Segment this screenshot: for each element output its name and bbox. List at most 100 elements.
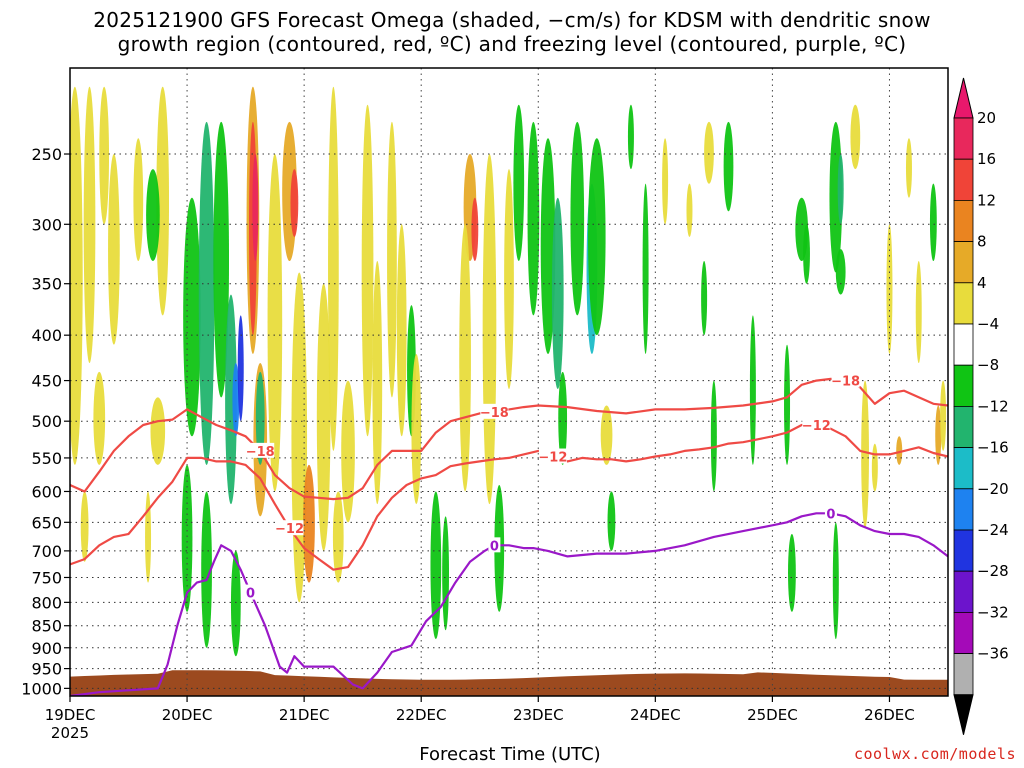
colorbar-label: −12 <box>977 397 1009 415</box>
omega-shade-cell <box>835 249 846 295</box>
x-tick-label: 22DEC <box>396 706 447 724</box>
colorbar-swatch <box>953 529 974 572</box>
colorbar-swatch <box>953 199 974 242</box>
y-tick-label: 300 <box>31 215 62 234</box>
omega-shade-cell <box>558 371 568 465</box>
contour-label: −18 <box>246 445 275 460</box>
colorbar-label: 8 <box>977 233 987 251</box>
colorbar-top-arrow <box>953 77 974 119</box>
omega-shade-cell <box>607 491 616 551</box>
x-tick-label: 21DEC <box>279 706 330 724</box>
colorbar-swatch <box>953 117 974 160</box>
contour-line <box>70 512 948 696</box>
x-tick-label: 23DEC <box>513 706 564 724</box>
colorbar-swatch <box>953 488 974 531</box>
x-tick-label: 26DEC <box>864 706 915 724</box>
colorbar-label: −16 <box>977 439 1009 457</box>
y-axis: 250 300 350 400 450 500 550 600 650 700 750 800 850 9… <box>21 145 70 698</box>
omega-shade-cell <box>588 138 606 336</box>
y-tick-label: 500 <box>31 412 62 431</box>
omega-shade-cell <box>198 121 215 465</box>
omega-shade-cell <box>70 86 83 465</box>
omega-shade-cell <box>570 121 585 316</box>
omega-shade-cell <box>183 197 201 437</box>
omega-shade-cell <box>915 261 922 364</box>
colorbar-label: 20 <box>977 109 996 127</box>
colorbar-swatch <box>953 612 974 655</box>
contour-label-bg <box>246 442 275 458</box>
omega-shade-cell <box>146 169 160 262</box>
omega-shade-cell <box>642 183 649 354</box>
omega-shade-cell <box>328 86 339 451</box>
x-tick-label: 25DEC <box>747 706 798 724</box>
omega-shade-cell <box>832 522 839 640</box>
omega-shade-cell <box>133 138 144 262</box>
y-tick-label: 550 <box>31 449 62 468</box>
omega-shade-cell <box>905 138 912 198</box>
omega-shade-cell <box>701 261 708 336</box>
omega-shade-cell <box>316 283 331 551</box>
y-tick-label: 600 <box>31 482 62 501</box>
y-tick-label: 850 <box>31 617 62 636</box>
omega-shade-cell <box>303 464 315 583</box>
contour-label-layer: −18 −18 −18 −12 −12 −12 0 0 0 <box>244 372 860 602</box>
omega-shade-cell <box>871 443 878 492</box>
omega-shade-cell <box>861 380 869 529</box>
contour-label: 0 <box>826 507 835 522</box>
y-tick-label: 350 <box>31 275 62 294</box>
colorbar-bottom-arrow <box>953 694 974 735</box>
omega-shade-cell <box>372 261 383 505</box>
colorbar-label: 16 <box>977 150 996 168</box>
y-tick-label: 700 <box>31 542 62 561</box>
contour-label-bg <box>538 448 567 464</box>
colorbar-label: −28 <box>977 562 1009 580</box>
y-tick-label: 800 <box>31 593 62 612</box>
omega-shade-cell <box>929 183 937 262</box>
omega-shade-cell <box>341 380 355 523</box>
omega-shade-cell <box>232 363 240 437</box>
colorbar-swatch <box>953 653 974 696</box>
omega-shade-cell <box>513 104 525 262</box>
omega-shade-cell <box>527 121 540 316</box>
omega-shade-cell <box>237 315 244 422</box>
omega-shade-cell <box>181 464 193 612</box>
omega-shade-cell <box>482 154 497 505</box>
colorbar-label: 12 <box>977 191 996 209</box>
terrain-layer <box>70 670 948 696</box>
contour-label-bg <box>244 584 257 600</box>
contour-label: −12 <box>802 419 831 434</box>
omega-shade-cell <box>704 121 714 184</box>
contour-label-bg <box>480 403 509 419</box>
y-tick-label: 750 <box>31 568 62 587</box>
omega-shade-cell <box>252 154 259 262</box>
contour-line <box>70 423 948 571</box>
omega-shade-cell <box>504 169 514 390</box>
omega-shade-cell <box>710 380 717 492</box>
omega-shade-cell <box>784 344 791 465</box>
omega-shading-layer <box>70 86 947 657</box>
omega-shade-cell <box>255 371 265 465</box>
omega-shade-cell <box>83 86 96 364</box>
contour-label: −18 <box>480 406 509 421</box>
x-tick-label: 24DEC <box>630 706 681 724</box>
contour-label: −18 <box>831 375 860 390</box>
colorbar: 20 16 12 8 4 −4 −8 −12 −16 −20 −24 −28 −32 −36 <box>953 77 1009 735</box>
y-tick-label: 250 <box>31 145 62 164</box>
omega-shade-cell <box>540 138 556 354</box>
omega-shade-cell <box>225 294 237 505</box>
grid-layer <box>70 68 948 696</box>
omega-shade-cell <box>935 405 942 465</box>
omega-shade-cell <box>829 121 843 273</box>
omega-shade-cell <box>471 197 479 262</box>
omega-shade-cell <box>332 491 344 583</box>
contour-label: 0 <box>490 539 499 554</box>
omega-shade-cell <box>387 121 397 398</box>
y-tick-label: 900 <box>31 639 62 658</box>
colorbar-swatch <box>953 570 974 613</box>
colorbar-swatch <box>953 282 974 325</box>
y-tick-label: 450 <box>31 372 62 391</box>
y-tick-label: 950 <box>31 660 62 679</box>
colorbar-swatch <box>953 241 974 284</box>
